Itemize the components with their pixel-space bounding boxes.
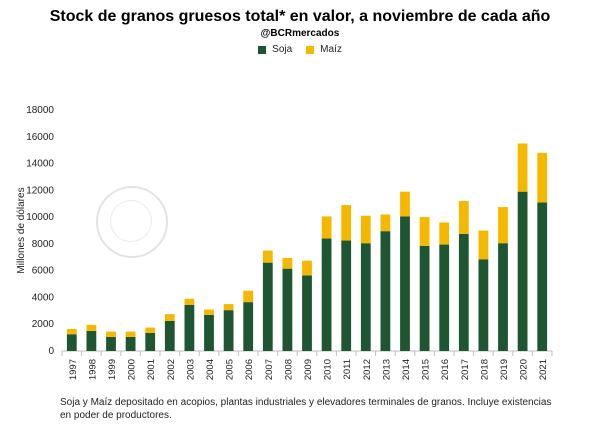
y-tick-label: 16000 <box>26 132 54 143</box>
x-tick-label: 1998 <box>87 359 98 380</box>
bar-soja <box>400 216 410 351</box>
x-tick-label: 2002 <box>166 359 177 380</box>
x-tick-label: 2004 <box>205 359 216 380</box>
x-tick-label: 2019 <box>499 359 510 380</box>
y-tick-label: 8000 <box>32 239 55 250</box>
x-tick-label: 2007 <box>264 359 275 380</box>
bar-maiz <box>106 331 116 337</box>
y-tick-label: 12000 <box>26 185 54 196</box>
bar-soja <box>204 314 214 351</box>
chart-title: Stock de granos gruesos total* en valor,… <box>49 8 551 25</box>
bar-soja <box>86 330 97 351</box>
bar-soja <box>145 332 156 351</box>
x-tick-label: 2001 <box>146 359 157 380</box>
bar-maiz <box>282 257 293 269</box>
y-tick-label: 6000 <box>32 266 55 277</box>
bar-soja <box>243 302 254 351</box>
x-tick-label: 2018 <box>479 359 490 380</box>
bar-soja <box>360 243 371 351</box>
y-tick-label: 18000 <box>26 105 54 116</box>
bar-maiz <box>86 324 97 331</box>
bar-soja <box>106 336 116 351</box>
x-tick-label: 2009 <box>303 359 314 380</box>
chart-subtitle: @BCRmercados <box>260 28 340 39</box>
bar-maiz <box>184 298 195 305</box>
bar-maiz <box>204 309 214 315</box>
footnote: Soja y Maíz depositado en acopios, plant… <box>60 397 552 421</box>
bar-maiz <box>302 260 312 276</box>
x-tick-label: 2008 <box>283 359 294 380</box>
bar-soja <box>321 238 332 351</box>
watermark-seal <box>96 186 168 258</box>
legend-item-soja: Soja <box>258 44 292 55</box>
bar-maiz <box>517 143 528 192</box>
bar-soja <box>380 231 391 351</box>
x-tick-label: 2003 <box>185 359 196 380</box>
bar-soja <box>478 259 489 351</box>
bar-soja <box>66 334 77 351</box>
x-tick-label: 2010 <box>323 359 334 380</box>
bar-soja <box>517 191 528 351</box>
bar-soja <box>537 202 548 351</box>
bar-soja <box>439 244 450 351</box>
bar-maiz <box>537 152 548 203</box>
bar-maiz <box>400 191 410 217</box>
bar-soja <box>419 245 430 351</box>
bar-maiz <box>145 327 156 333</box>
legend-swatch-maiz <box>306 45 315 54</box>
bar-maiz <box>419 217 430 246</box>
legend: Soja Maíz <box>0 44 600 55</box>
y-tick-label: 10000 <box>26 212 54 223</box>
bar-soja <box>223 310 234 351</box>
y-tick-label: 4000 <box>32 292 55 303</box>
bar-maiz <box>498 207 508 244</box>
bar-soja <box>164 320 175 351</box>
x-tick-label: 1997 <box>68 359 79 380</box>
bar-maiz <box>458 201 469 234</box>
bar-soja <box>282 268 293 351</box>
y-axis-title: Millones de dólares <box>16 187 27 273</box>
x-tick-label: 2020 <box>519 359 530 380</box>
x-tick-label: 2016 <box>440 359 451 380</box>
x-tick-label: 2014 <box>401 359 412 380</box>
x-tick-label: 2011 <box>342 359 353 379</box>
bar-maiz <box>360 215 371 244</box>
bar-maiz <box>243 290 254 303</box>
legend-swatch-soja <box>258 45 267 54</box>
bar-soja <box>184 304 195 351</box>
bar-maiz <box>262 250 273 263</box>
x-tick-label: 2005 <box>225 359 236 380</box>
legend-item-maiz: Maíz <box>306 44 342 55</box>
x-tick-label: 2015 <box>421 359 432 380</box>
bar-maiz <box>66 328 77 335</box>
y-tick-label: 2000 <box>32 319 55 330</box>
x-tick-label: 2017 <box>460 359 471 380</box>
x-tick-label: 2012 <box>362 359 373 380</box>
bar-soja <box>458 233 469 351</box>
bar-maiz <box>341 205 352 241</box>
x-tick-label: 2021 <box>538 359 549 380</box>
x-tick-label: 2006 <box>244 359 255 380</box>
x-tick-label: 2000 <box>127 359 138 380</box>
bar-maiz <box>223 304 234 311</box>
bar-soja <box>498 243 508 351</box>
x-tick-label: 2013 <box>381 359 392 380</box>
bar-maiz <box>125 331 136 337</box>
bar-maiz <box>478 230 489 260</box>
bar-maiz <box>164 314 175 321</box>
bar-soja <box>262 262 273 351</box>
bar-soja <box>302 275 312 351</box>
bar-soja <box>341 240 352 351</box>
legend-label-maiz: Maíz <box>320 44 342 55</box>
bar-maiz <box>321 216 332 239</box>
y-tick-label: 14000 <box>26 159 54 170</box>
bar-maiz <box>380 214 391 232</box>
bar-maiz <box>439 222 450 245</box>
y-tick-label: 0 <box>48 346 54 357</box>
bar-soja <box>125 336 136 351</box>
legend-label-soja: Soja <box>272 44 293 55</box>
x-tick-label: 1999 <box>107 359 118 380</box>
